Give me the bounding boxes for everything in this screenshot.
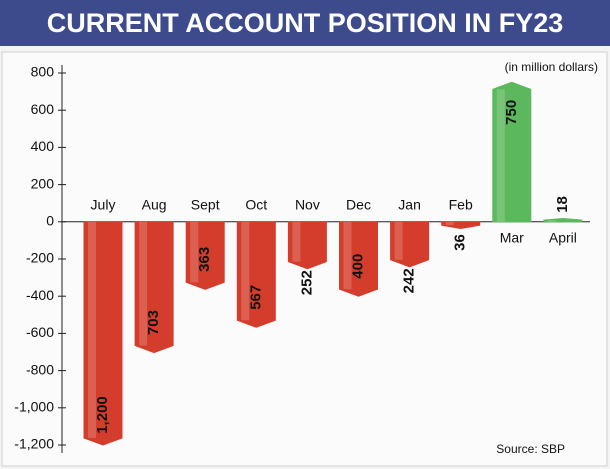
value-label: 400	[349, 254, 366, 279]
source: Source: SBP	[496, 442, 565, 456]
bar	[492, 81, 532, 223]
x-tick-label: July	[91, 197, 116, 213]
bar	[543, 217, 583, 223]
x-tick-label: Mar	[500, 230, 524, 246]
bar-highlight	[139, 221, 148, 346]
bar-highlight	[241, 221, 250, 321]
x-tick-label: Jan	[398, 197, 421, 213]
y-tick-label: 600	[31, 101, 55, 117]
bar	[287, 221, 327, 270]
y-tick-label: 800	[31, 64, 55, 80]
y-tick-label: -1,000	[14, 399, 54, 415]
bar	[185, 221, 225, 290]
bar	[441, 221, 481, 230]
value-label: 703	[145, 310, 162, 335]
value-label: 18	[554, 196, 571, 213]
value-label: 750	[503, 100, 520, 125]
bar	[390, 221, 430, 268]
y-tick-label: -1,200	[14, 436, 54, 452]
bar-highlight	[343, 221, 352, 290]
value-label: 1,200	[94, 396, 111, 434]
bar-highlight	[496, 89, 505, 222]
x-tick-label: Aug	[142, 197, 167, 213]
bar-highlight	[190, 221, 199, 283]
y-tick-label: -400	[26, 287, 54, 303]
y-tick-label: -600	[26, 324, 54, 340]
y-tick-label: 400	[31, 138, 55, 154]
x-tick-label: Nov	[295, 197, 320, 213]
value-label: 363	[196, 247, 213, 272]
bar	[236, 221, 276, 328]
y-tick-label: -800	[26, 361, 54, 377]
x-tick-label: April	[549, 230, 577, 246]
chart-title: CURRENT ACCOUNT POSITION IN FY23	[47, 8, 564, 38]
value-label: 242	[401, 268, 418, 293]
x-tick-label: Oct	[245, 197, 267, 213]
x-tick-label: Sept	[191, 197, 220, 213]
y-tick-label: -200	[26, 250, 54, 266]
y-tick-label: 200	[31, 175, 55, 191]
bar	[339, 221, 378, 297]
bar-highlight	[394, 221, 403, 260]
value-label: 36	[452, 234, 469, 251]
y-tick-label: 0	[46, 213, 54, 229]
x-tick-label: Dec	[346, 197, 371, 213]
value-label: 252	[298, 270, 315, 295]
title-bar	[0, 0, 610, 46]
unit-note: (in million dollars)	[505, 60, 598, 74]
x-tick-label: Feb	[449, 197, 473, 213]
bar-highlight	[445, 221, 454, 226]
bar-highlight	[547, 220, 556, 222]
bar	[134, 221, 174, 354]
value-label: 567	[247, 285, 264, 310]
bar-highlight	[292, 221, 301, 262]
bar-highlight	[88, 221, 96, 438]
bar	[83, 221, 123, 446]
